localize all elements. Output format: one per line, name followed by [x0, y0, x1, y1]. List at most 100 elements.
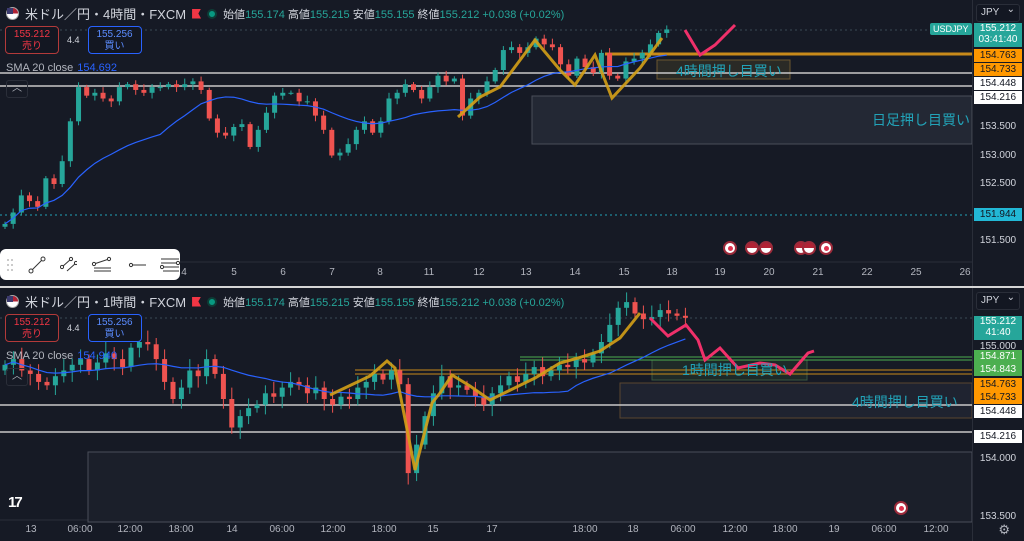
candle [456, 385, 462, 388]
currency-select[interactable]: JPY [976, 290, 1020, 310]
price-tick: 152.500 [979, 178, 1017, 189]
candles-1h [2, 292, 688, 485]
candle [565, 364, 571, 368]
candle [411, 84, 416, 90]
candle [481, 396, 487, 405]
chevron-up-icon[interactable]: ︿ [6, 80, 28, 98]
gray-zone[interactable] [87, 451, 972, 523]
tradingview-logo[interactable]: 17 [8, 494, 23, 511]
candle [664, 29, 670, 33]
candle [380, 373, 386, 380]
buy-button[interactable]: 155.256 買い [87, 314, 142, 342]
trade-buttons: 155.212 売り 4.4 155.256 買い [5, 26, 142, 54]
annotation-1h-pullback[interactable]: 1時間押し目買い [682, 362, 788, 378]
chart-canvas-4h[interactable] [0, 0, 972, 286]
flag-marker-icon[interactable] [192, 296, 202, 307]
symbol-header: 米ドル／円・4時間・FXCM 始値155.174 高値155.215 安値155… [6, 4, 564, 23]
currency-select[interactable]: JPY [976, 2, 1020, 22]
sma-legend[interactable]: SMA 20 close 154.940 [6, 350, 118, 362]
candle [674, 313, 680, 316]
japan-event-icon[interactable] [819, 241, 833, 255]
price-label-orange: 154.733 [974, 391, 1022, 404]
symbol-title[interactable]: 米ドル／円・1時間・FXCM [25, 295, 187, 310]
candle [607, 324, 613, 342]
time-tick: 18:00 [168, 524, 194, 535]
us-event-icon[interactable] [759, 241, 773, 255]
price-label-cyan: 151.944 [974, 208, 1022, 221]
price-label-orange: 154.733 [974, 63, 1022, 76]
symbol-title[interactable]: 米ドル／円・4時間・FXCM [25, 7, 187, 22]
sell-button[interactable]: 155.212 売り [5, 26, 59, 54]
chart-canvas-1h[interactable] [0, 288, 972, 541]
drawn-zigzag-yellow[interactable] [456, 37, 664, 119]
candle [288, 92, 294, 94]
candle [149, 87, 155, 93]
time-tick: 8 [377, 267, 383, 278]
candle [100, 92, 106, 99]
candle [67, 121, 73, 162]
4h-pullback-zone[interactable] [619, 382, 972, 419]
drawn-zigzag-yellow[interactable] [329, 312, 642, 471]
candle [288, 381, 294, 388]
candle [296, 381, 302, 386]
4h-pullback-zone[interactable] [656, 59, 791, 80]
buy-button[interactable]: 155.256 買い [87, 26, 142, 54]
spread-value: 4.4 [67, 323, 80, 333]
time-tick: 19 [714, 267, 726, 278]
trend-line-icon[interactable] [28, 256, 46, 274]
annotation-4h-pullback[interactable]: 4時間押し目買い [852, 394, 958, 410]
chart-pane-1h[interactable]: 米ドル／円・1時間・FXCM 始値155.174 高値155.215 安値155… [0, 288, 1024, 541]
chevron-up-icon[interactable]: ︿ [6, 368, 28, 386]
drawn-forecast-pink[interactable] [648, 316, 815, 376]
pane-separator[interactable] [0, 286, 1024, 288]
candle [111, 353, 117, 360]
price-axis-1h[interactable]: JPY 155.21241:40154.871154.843154.763154… [972, 288, 1024, 541]
candle [18, 195, 24, 213]
horizontal-lines-icon[interactable] [160, 256, 180, 274]
candle [656, 32, 662, 45]
candle [162, 359, 168, 382]
us-event-icon[interactable] [802, 241, 816, 255]
japan-event-icon[interactable] [894, 501, 908, 515]
parallel-channel-icon[interactable] [59, 256, 78, 274]
candle [419, 89, 425, 99]
candle [598, 342, 604, 354]
candle [402, 84, 408, 93]
candle [321, 115, 327, 130]
ohlc-readout: 始値155.174 高値155.215 安値155.155 終値155.212 … [223, 296, 565, 309]
annotation-4h-pullback[interactable]: 4時間押し目買い [676, 63, 782, 79]
sma-legend[interactable]: SMA 20 close 154.692 [6, 62, 118, 74]
annotation-daily-pullback[interactable]: 日足押し目買い [872, 112, 970, 128]
candle [178, 387, 184, 399]
us-event-icon[interactable] [745, 241, 759, 255]
time-tick: 06:00 [871, 524, 897, 535]
candle [204, 359, 210, 377]
price-tick: 155.000 [979, 341, 1017, 352]
japan-event-icon[interactable] [723, 241, 737, 255]
candle [141, 89, 147, 93]
time-tick: 22 [861, 267, 873, 278]
candle [69, 364, 75, 371]
settings-gear-icon[interactable]: ⚙ [998, 522, 1010, 537]
daily-pullback-zone[interactable] [531, 95, 972, 145]
candle [517, 47, 523, 53]
candle [386, 98, 392, 122]
price-tick: 154.000 [979, 453, 1017, 464]
fib-retracement-icon[interactable] [91, 256, 113, 274]
candle [43, 178, 49, 207]
drawn-forecast-pink[interactable] [683, 23, 737, 58]
time-tick: 7 [329, 267, 335, 278]
candle [647, 44, 653, 53]
candle [78, 359, 84, 365]
flag-marker-icon[interactable] [192, 8, 202, 19]
drag-handle-icon[interactable] [6, 257, 14, 273]
candle [361, 121, 367, 130]
horizontal-ray-icon[interactable] [127, 256, 147, 274]
sma-line-4h [4, 54, 667, 225]
candle [220, 373, 226, 399]
chart-pane-4h[interactable]: 米ドル／円・4時間・FXCM 始値155.174 高値155.215 安値155… [0, 0, 1024, 286]
time-tick: 18 [627, 524, 639, 535]
price-tick: 151.500 [979, 235, 1017, 246]
sell-button[interactable]: 155.212 売り [5, 314, 59, 342]
